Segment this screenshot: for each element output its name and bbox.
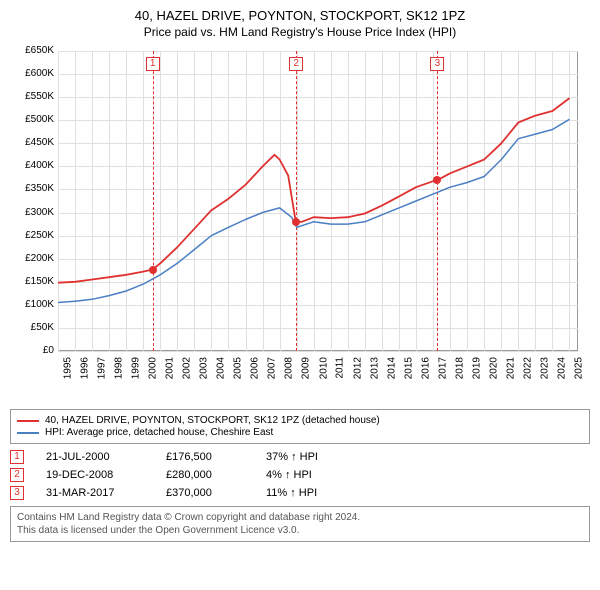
event-point [292, 218, 300, 226]
legend-label: HPI: Average price, detached house, Ches… [45, 427, 273, 438]
legend-label: 40, HAZEL DRIVE, POYNTON, STOCKPORT, SK1… [45, 415, 380, 426]
event-row: 2 19-DEC-2008£280,0004% ↑ HPI [10, 468, 590, 482]
event-marker: 2 [10, 468, 24, 482]
legend-row: 40, HAZEL DRIVE, POYNTON, STOCKPORT, SK1… [17, 415, 583, 426]
event-pct: 11% ↑ HPI [266, 487, 346, 499]
event-row: 1 21-JUL-2000£176,50037% ↑ HPI [10, 450, 590, 464]
event-date: 19-DEC-2008 [46, 469, 166, 481]
attribution: Contains HM Land Registry data © Crown c… [10, 506, 590, 542]
legend: 40, HAZEL DRIVE, POYNTON, STOCKPORT, SK1… [10, 409, 590, 444]
event-price: £176,500 [166, 451, 266, 463]
series-property [58, 98, 570, 283]
chart-subtitle: Price paid vs. HM Land Registry's House … [10, 25, 590, 39]
event-date: 31-MAR-2017 [46, 487, 166, 499]
event-price: £280,000 [166, 469, 266, 481]
series-lines [10, 45, 590, 405]
event-point [149, 266, 157, 274]
legend-row: HPI: Average price, detached house, Ches… [17, 427, 583, 438]
attribution-line: This data is licensed under the Open Gov… [17, 524, 583, 537]
event-row: 3 31-MAR-2017£370,00011% ↑ HPI [10, 486, 590, 500]
event-marker: 1 [10, 450, 24, 464]
attribution-line: Contains HM Land Registry data © Crown c… [17, 511, 583, 524]
event-pct: 37% ↑ HPI [266, 451, 346, 463]
page: 40, HAZEL DRIVE, POYNTON, STOCKPORT, SK1… [0, 0, 600, 550]
legend-swatch [17, 432, 39, 434]
legend-swatch [17, 420, 39, 422]
chart-title: 40, HAZEL DRIVE, POYNTON, STOCKPORT, SK1… [10, 8, 590, 23]
event-price: £370,000 [166, 487, 266, 499]
event-date: 21-JUL-2000 [46, 451, 166, 463]
price-chart: £0£50K£100K£150K£200K£250K£300K£350K£400… [10, 45, 590, 405]
event-point [433, 176, 441, 184]
event-pct: 4% ↑ HPI [266, 469, 346, 481]
series-hpi [58, 119, 570, 302]
event-marker: 3 [10, 486, 24, 500]
events-table: 1 21-JUL-2000£176,50037% ↑ HPI 2 19-DEC-200… [10, 450, 590, 500]
